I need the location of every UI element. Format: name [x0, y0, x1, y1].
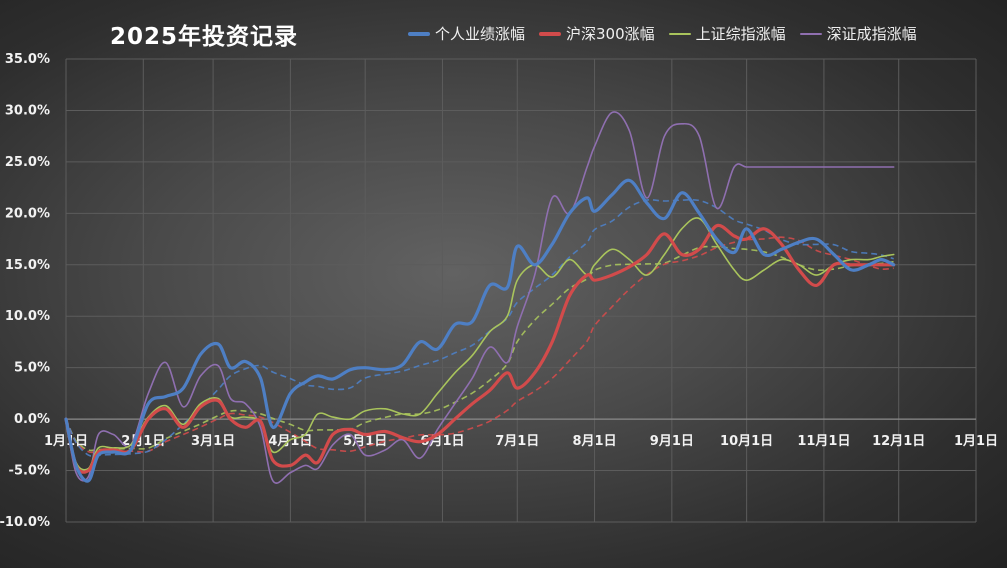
- legend-swatch-hs300: [539, 31, 562, 36]
- x-tick-label: 4月1日: [268, 434, 312, 449]
- x-tick-label: 10月1日: [720, 434, 773, 449]
- trendline-hs300: [65, 236, 894, 454]
- y-tick-label: 5.0%: [14, 361, 50, 376]
- series-line-sse: [65, 217, 895, 471]
- y-tick-label: 30.0%: [5, 103, 50, 118]
- y-tick-label: -10.0%: [0, 515, 50, 530]
- y-tick-label: -5.0%: [9, 464, 50, 479]
- x-tick-label: 3月1日: [191, 434, 235, 449]
- y-tick-label: 25.0%: [5, 155, 50, 170]
- series-layer: [64, 111, 896, 484]
- x-tick-label: 8月1日: [573, 434, 617, 449]
- x-tick-label: 1月1日: [954, 434, 998, 449]
- legend-item-sse: 上证综指涨幅: [668, 23, 786, 44]
- trendline-sse: [65, 245, 894, 452]
- legend-item-szse: 深证成指涨幅: [799, 23, 917, 44]
- chart-title: 2025年投资记录: [110, 24, 299, 50]
- x-tick-label: 11月1日: [797, 434, 850, 449]
- legend-swatch-personal: [408, 31, 430, 36]
- y-tick-label: 0.0%: [14, 412, 50, 427]
- x-tick-label: 7月1日: [495, 434, 539, 449]
- x-tick-label: 9月1日: [650, 434, 694, 449]
- legend-label-personal: 个人业绩涨幅: [435, 25, 526, 43]
- x-tick-label: 1月1日: [44, 434, 88, 449]
- y-tick-label: 20.0%: [5, 206, 50, 221]
- x-tick-label: 12月1日: [872, 434, 925, 449]
- legend-item-personal: 个人业绩涨幅: [408, 23, 525, 44]
- legend-label-hs300: 沪深300涨幅: [566, 25, 655, 43]
- grid-layer: [65, 58, 977, 523]
- legend-swatch-sse: [668, 32, 691, 35]
- y-tick-label: 15.0%: [5, 258, 50, 273]
- legend-item-hs300: 沪深300涨幅: [539, 23, 655, 44]
- y-tick-label: 10.0%: [5, 309, 50, 324]
- series-line-szse: [65, 111, 895, 484]
- legend-swatch-szse: [799, 32, 822, 35]
- axis-layer: 35.0% 30.0% 25.0% 20.0% 15.0% 10.0% 5.0% 0.0% -5…: [0, 52, 998, 530]
- series-line-personal: [64, 178, 896, 483]
- y-tick-label: 35.0%: [5, 52, 50, 67]
- chart-legend: 个人业绩涨幅 沪深300涨幅 上证综指涨幅 深证成指涨幅: [408, 23, 917, 44]
- legend-label-sse: 上证综指涨幅: [695, 25, 786, 43]
- legend-label-szse: 深证成指涨幅: [826, 25, 917, 43]
